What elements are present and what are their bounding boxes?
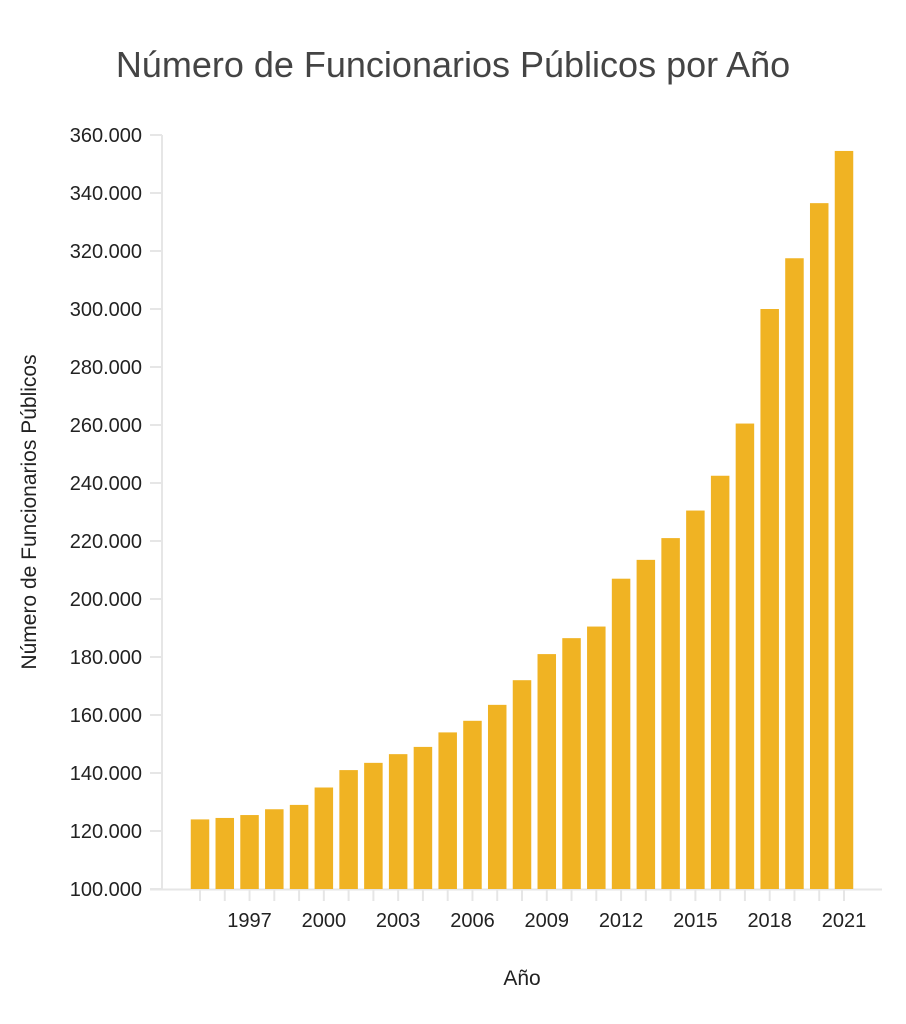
bar bbox=[562, 638, 581, 889]
bar bbox=[587, 626, 606, 889]
x-axis-title: Año bbox=[503, 967, 540, 990]
x-tick-label: 2000 bbox=[302, 910, 347, 932]
y-tick-label: 180.000 bbox=[70, 647, 142, 669]
x-tick-label: 2021 bbox=[822, 910, 867, 932]
bar bbox=[785, 258, 804, 889]
bar bbox=[289, 804, 309, 889]
bar bbox=[265, 809, 284, 889]
axes-layer bbox=[150, 134, 882, 901]
chart-title: Número de Funcionarios Públicos por Año bbox=[115, 44, 791, 85]
y-tick-label: 120.000 bbox=[70, 821, 142, 843]
bar bbox=[240, 815, 259, 889]
y-tick-label: 240.000 bbox=[70, 473, 142, 495]
bar bbox=[760, 309, 779, 889]
y-tick-label: 200.000 bbox=[70, 589, 142, 611]
y-tick-label: 320.000 bbox=[70, 241, 142, 263]
bar bbox=[438, 732, 457, 889]
bar bbox=[364, 762, 383, 889]
bar bbox=[710, 475, 730, 889]
y-axis-title: Número de Funcionarios Públicos bbox=[18, 354, 41, 669]
y-tick-label: 100.000 bbox=[70, 879, 142, 901]
bar bbox=[636, 559, 656, 889]
x-tick-label: 2006 bbox=[450, 910, 495, 932]
y-tick-label: 140.000 bbox=[70, 763, 142, 785]
bar bbox=[686, 510, 705, 889]
bar bbox=[611, 578, 631, 889]
x-tick-label: 2012 bbox=[599, 910, 644, 932]
y-tick-label: 360.000 bbox=[70, 125, 142, 147]
bar bbox=[190, 819, 210, 889]
y-tick-label: 280.000 bbox=[70, 357, 142, 379]
x-tick-label: 2015 bbox=[673, 910, 718, 932]
y-tick-label: 220.000 bbox=[70, 531, 142, 553]
bar bbox=[487, 704, 507, 889]
bar bbox=[809, 203, 829, 889]
x-tick-label: 2009 bbox=[525, 910, 570, 932]
y-tick-label: 260.000 bbox=[70, 415, 142, 437]
bar bbox=[339, 770, 358, 889]
bars-layer bbox=[190, 150, 854, 889]
bar bbox=[661, 538, 680, 889]
labels-layer: 100.000 120.000 140.000 160.000 180.000 200.0… bbox=[70, 125, 867, 932]
bar bbox=[413, 746, 433, 889]
bar bbox=[834, 150, 854, 889]
bar bbox=[463, 720, 482, 889]
x-tick-label: 2003 bbox=[376, 910, 421, 932]
bar bbox=[512, 680, 532, 889]
x-tick-label: 1997 bbox=[227, 910, 272, 932]
bar bbox=[215, 817, 235, 889]
x-tick-label: 2018 bbox=[747, 910, 792, 932]
bar bbox=[314, 787, 334, 889]
y-tick-label: 300.000 bbox=[70, 299, 142, 321]
bar bbox=[388, 754, 408, 889]
bar bbox=[537, 654, 557, 889]
y-tick-label: 340.000 bbox=[70, 183, 142, 205]
y-tick-label: 160.000 bbox=[70, 705, 142, 727]
bar bbox=[735, 423, 755, 889]
